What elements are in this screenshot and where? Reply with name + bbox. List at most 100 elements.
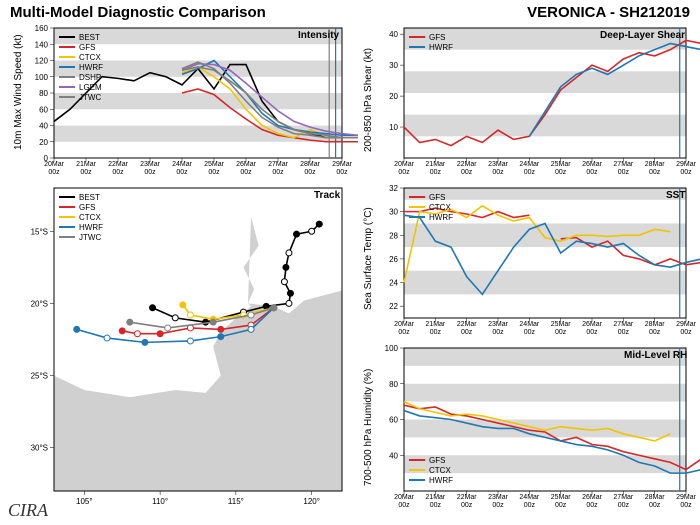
- svg-text:120°: 120°: [303, 497, 320, 506]
- svg-text:HWRF: HWRF: [79, 223, 103, 232]
- svg-text:105°: 105°: [76, 497, 93, 506]
- svg-text:22Mar: 22Mar: [457, 494, 478, 501]
- svg-text:HWRF: HWRF: [429, 213, 453, 222]
- svg-text:22Mar: 22Mar: [457, 161, 478, 168]
- svg-text:JTWC: JTWC: [79, 233, 101, 242]
- svg-text:26Mar: 26Mar: [236, 161, 257, 168]
- svg-text:26Mar: 26Mar: [582, 494, 603, 501]
- svg-text:15°S: 15°S: [31, 227, 48, 236]
- svg-text:00z: 00z: [586, 329, 598, 336]
- svg-text:29Mar: 29Mar: [676, 321, 697, 328]
- svg-text:24Mar: 24Mar: [519, 321, 540, 328]
- svg-text:00z: 00z: [461, 329, 473, 336]
- svg-text:00z: 00z: [555, 329, 567, 336]
- svg-text:24: 24: [389, 279, 398, 288]
- svg-text:23Mar: 23Mar: [140, 161, 161, 168]
- sst-chart: 22242628303220Mar00z21Mar00z22Mar00z23Ma…: [403, 187, 687, 347]
- svg-text:HWRF: HWRF: [429, 43, 453, 52]
- intensity-label: Intensity: [298, 30, 339, 41]
- svg-text:CTCX: CTCX: [79, 213, 101, 222]
- svg-text:20Mar: 20Mar: [394, 321, 415, 328]
- svg-text:27Mar: 27Mar: [613, 494, 634, 501]
- svg-text:20: 20: [389, 92, 398, 101]
- svg-text:00z: 00z: [430, 169, 442, 176]
- svg-text:20Mar: 20Mar: [394, 494, 415, 501]
- svg-text:00z: 00z: [240, 169, 252, 176]
- rh-ylabel: 700-500 hPa Humidity (%): [363, 369, 374, 486]
- svg-text:115°: 115°: [228, 497, 244, 506]
- svg-text:40: 40: [389, 30, 398, 39]
- svg-text:24Mar: 24Mar: [172, 161, 193, 168]
- svg-text:00z: 00z: [618, 329, 630, 336]
- svg-text:00z: 00z: [524, 502, 536, 509]
- svg-text:140: 140: [35, 40, 49, 49]
- svg-text:00z: 00z: [272, 169, 284, 176]
- svg-text:27Mar: 27Mar: [268, 161, 289, 168]
- svg-text:00z: 00z: [680, 502, 692, 509]
- page-title-right: VERONICA - SH212019: [527, 4, 690, 21]
- svg-text:BEST: BEST: [79, 33, 100, 42]
- svg-text:00z: 00z: [649, 169, 661, 176]
- svg-text:00z: 00z: [208, 169, 220, 176]
- svg-text:20Mar: 20Mar: [44, 161, 65, 168]
- svg-text:120: 120: [35, 57, 49, 66]
- svg-text:00z: 00z: [680, 169, 692, 176]
- svg-text:00z: 00z: [524, 169, 536, 176]
- svg-text:23Mar: 23Mar: [488, 494, 509, 501]
- logo-text: CIRA: [8, 500, 48, 520]
- svg-text:GFS: GFS: [429, 33, 445, 42]
- svg-text:21Mar: 21Mar: [425, 161, 446, 168]
- svg-text:GFS: GFS: [429, 456, 445, 465]
- svg-text:29Mar: 29Mar: [676, 494, 697, 501]
- svg-text:26Mar: 26Mar: [582, 161, 603, 168]
- svg-text:00z: 00z: [492, 502, 504, 509]
- svg-text:GFS: GFS: [429, 193, 445, 202]
- svg-text:00z: 00z: [461, 169, 473, 176]
- svg-text:32: 32: [389, 184, 398, 193]
- svg-text:00z: 00z: [112, 169, 124, 176]
- sst-ylabel: Sea Surface Temp (°C): [363, 207, 374, 310]
- svg-text:00z: 00z: [649, 502, 661, 509]
- svg-text:110°: 110°: [152, 497, 168, 506]
- svg-text:CTCX: CTCX: [429, 203, 451, 212]
- svg-text:21Mar: 21Mar: [425, 494, 446, 501]
- svg-text:25°S: 25°S: [31, 372, 48, 381]
- svg-text:25Mar: 25Mar: [204, 161, 225, 168]
- svg-text:28Mar: 28Mar: [300, 161, 321, 168]
- svg-text:28: 28: [389, 231, 398, 240]
- svg-text:28Mar: 28Mar: [645, 321, 666, 328]
- svg-text:00z: 00z: [586, 502, 598, 509]
- svg-text:00z: 00z: [586, 169, 598, 176]
- svg-text:00z: 00z: [555, 502, 567, 509]
- svg-text:21Mar: 21Mar: [76, 161, 97, 168]
- svg-text:30: 30: [389, 208, 398, 217]
- intensity-ylabel: 10m Max Wind Speed (kt): [13, 34, 24, 150]
- svg-text:10: 10: [389, 123, 398, 132]
- track-label: Track: [314, 190, 340, 201]
- rh-label: Mid-Level RH: [624, 350, 687, 361]
- svg-text:HWRF: HWRF: [429, 476, 453, 485]
- svg-text:00z: 00z: [461, 502, 473, 509]
- svg-text:00z: 00z: [492, 169, 504, 176]
- svg-text:CTCX: CTCX: [79, 53, 101, 62]
- svg-text:80: 80: [39, 89, 48, 98]
- svg-text:40: 40: [389, 451, 398, 460]
- svg-text:00z: 00z: [618, 502, 630, 509]
- svg-text:26Mar: 26Mar: [582, 321, 603, 328]
- svg-text:GFS: GFS: [79, 43, 95, 52]
- track-map: 105°110°115°120°15°S20°S25°S30°SBESTGFSC…: [53, 187, 343, 510]
- svg-text:29Mar: 29Mar: [332, 161, 353, 168]
- svg-text:80: 80: [389, 380, 398, 389]
- svg-text:30°S: 30°S: [31, 444, 48, 453]
- svg-text:00z: 00z: [430, 329, 442, 336]
- svg-text:00z: 00z: [80, 169, 92, 176]
- svg-text:27Mar: 27Mar: [613, 161, 634, 168]
- svg-text:00z: 00z: [398, 329, 410, 336]
- svg-text:00z: 00z: [398, 502, 410, 509]
- svg-text:23Mar: 23Mar: [488, 161, 509, 168]
- svg-text:25Mar: 25Mar: [551, 321, 572, 328]
- svg-text:24Mar: 24Mar: [519, 494, 540, 501]
- svg-text:22Mar: 22Mar: [457, 321, 478, 328]
- svg-text:00z: 00z: [176, 169, 188, 176]
- intensity-chart: 02040608010012014016020Mar00z21Mar00z22M…: [53, 27, 343, 187]
